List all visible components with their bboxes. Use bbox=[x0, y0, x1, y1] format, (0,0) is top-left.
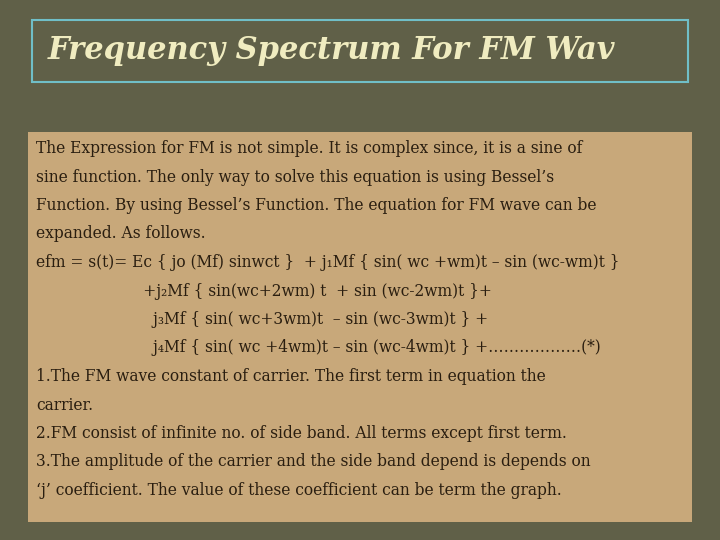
Text: 3.The amplitude of the carrier and the side band depend is depends on: 3.The amplitude of the carrier and the s… bbox=[36, 454, 590, 470]
Text: sine function. The only way to solve this equation is using Bessel’s: sine function. The only way to solve thi… bbox=[36, 168, 554, 186]
Text: Function. By using Bessel’s Function. The equation for FM wave can be: Function. By using Bessel’s Function. Th… bbox=[36, 197, 596, 214]
Bar bbox=[32, 20, 688, 82]
Text: ‘j’ coefficient. The value of these coefficient can be term the graph.: ‘j’ coefficient. The value of these coef… bbox=[36, 482, 562, 499]
Text: Frequency Spectrum For FM Wav: Frequency Spectrum For FM Wav bbox=[48, 36, 616, 66]
Text: 1.The FM wave constant of carrier. The first term in equation the: 1.The FM wave constant of carrier. The f… bbox=[36, 368, 546, 385]
Text: j₃Mf { sin( wc+3wm)t  – sin (wc-3wm)t } +: j₃Mf { sin( wc+3wm)t – sin (wc-3wm)t } + bbox=[36, 311, 488, 328]
Text: expanded. As follows.: expanded. As follows. bbox=[36, 226, 206, 242]
Text: j₄Mf { sin( wc +4wm)t – sin (wc-4wm)t } +………………(*): j₄Mf { sin( wc +4wm)t – sin (wc-4wm)t } … bbox=[36, 340, 600, 356]
Text: 2.FM consist of infinite no. of side band. All terms except first term.: 2.FM consist of infinite no. of side ban… bbox=[36, 425, 567, 442]
Text: efm = s(t)= Ec { jo (Mf) sinwct }  + j₁Mf { sin( wc +wm)t – sin (wc-wm)t }: efm = s(t)= Ec { jo (Mf) sinwct } + j₁Mf… bbox=[36, 254, 619, 271]
Bar bbox=[28, 132, 692, 522]
Text: carrier.: carrier. bbox=[36, 396, 93, 414]
Bar bbox=[28, 18, 692, 85]
Text: +j₂Mf { sin(wc+2wm) t  + sin (wc-2wm)t }+: +j₂Mf { sin(wc+2wm) t + sin (wc-2wm)t }+ bbox=[36, 282, 492, 300]
Text: The Expression for FM is not simple. It is complex since, it is a sine of: The Expression for FM is not simple. It … bbox=[36, 140, 582, 157]
